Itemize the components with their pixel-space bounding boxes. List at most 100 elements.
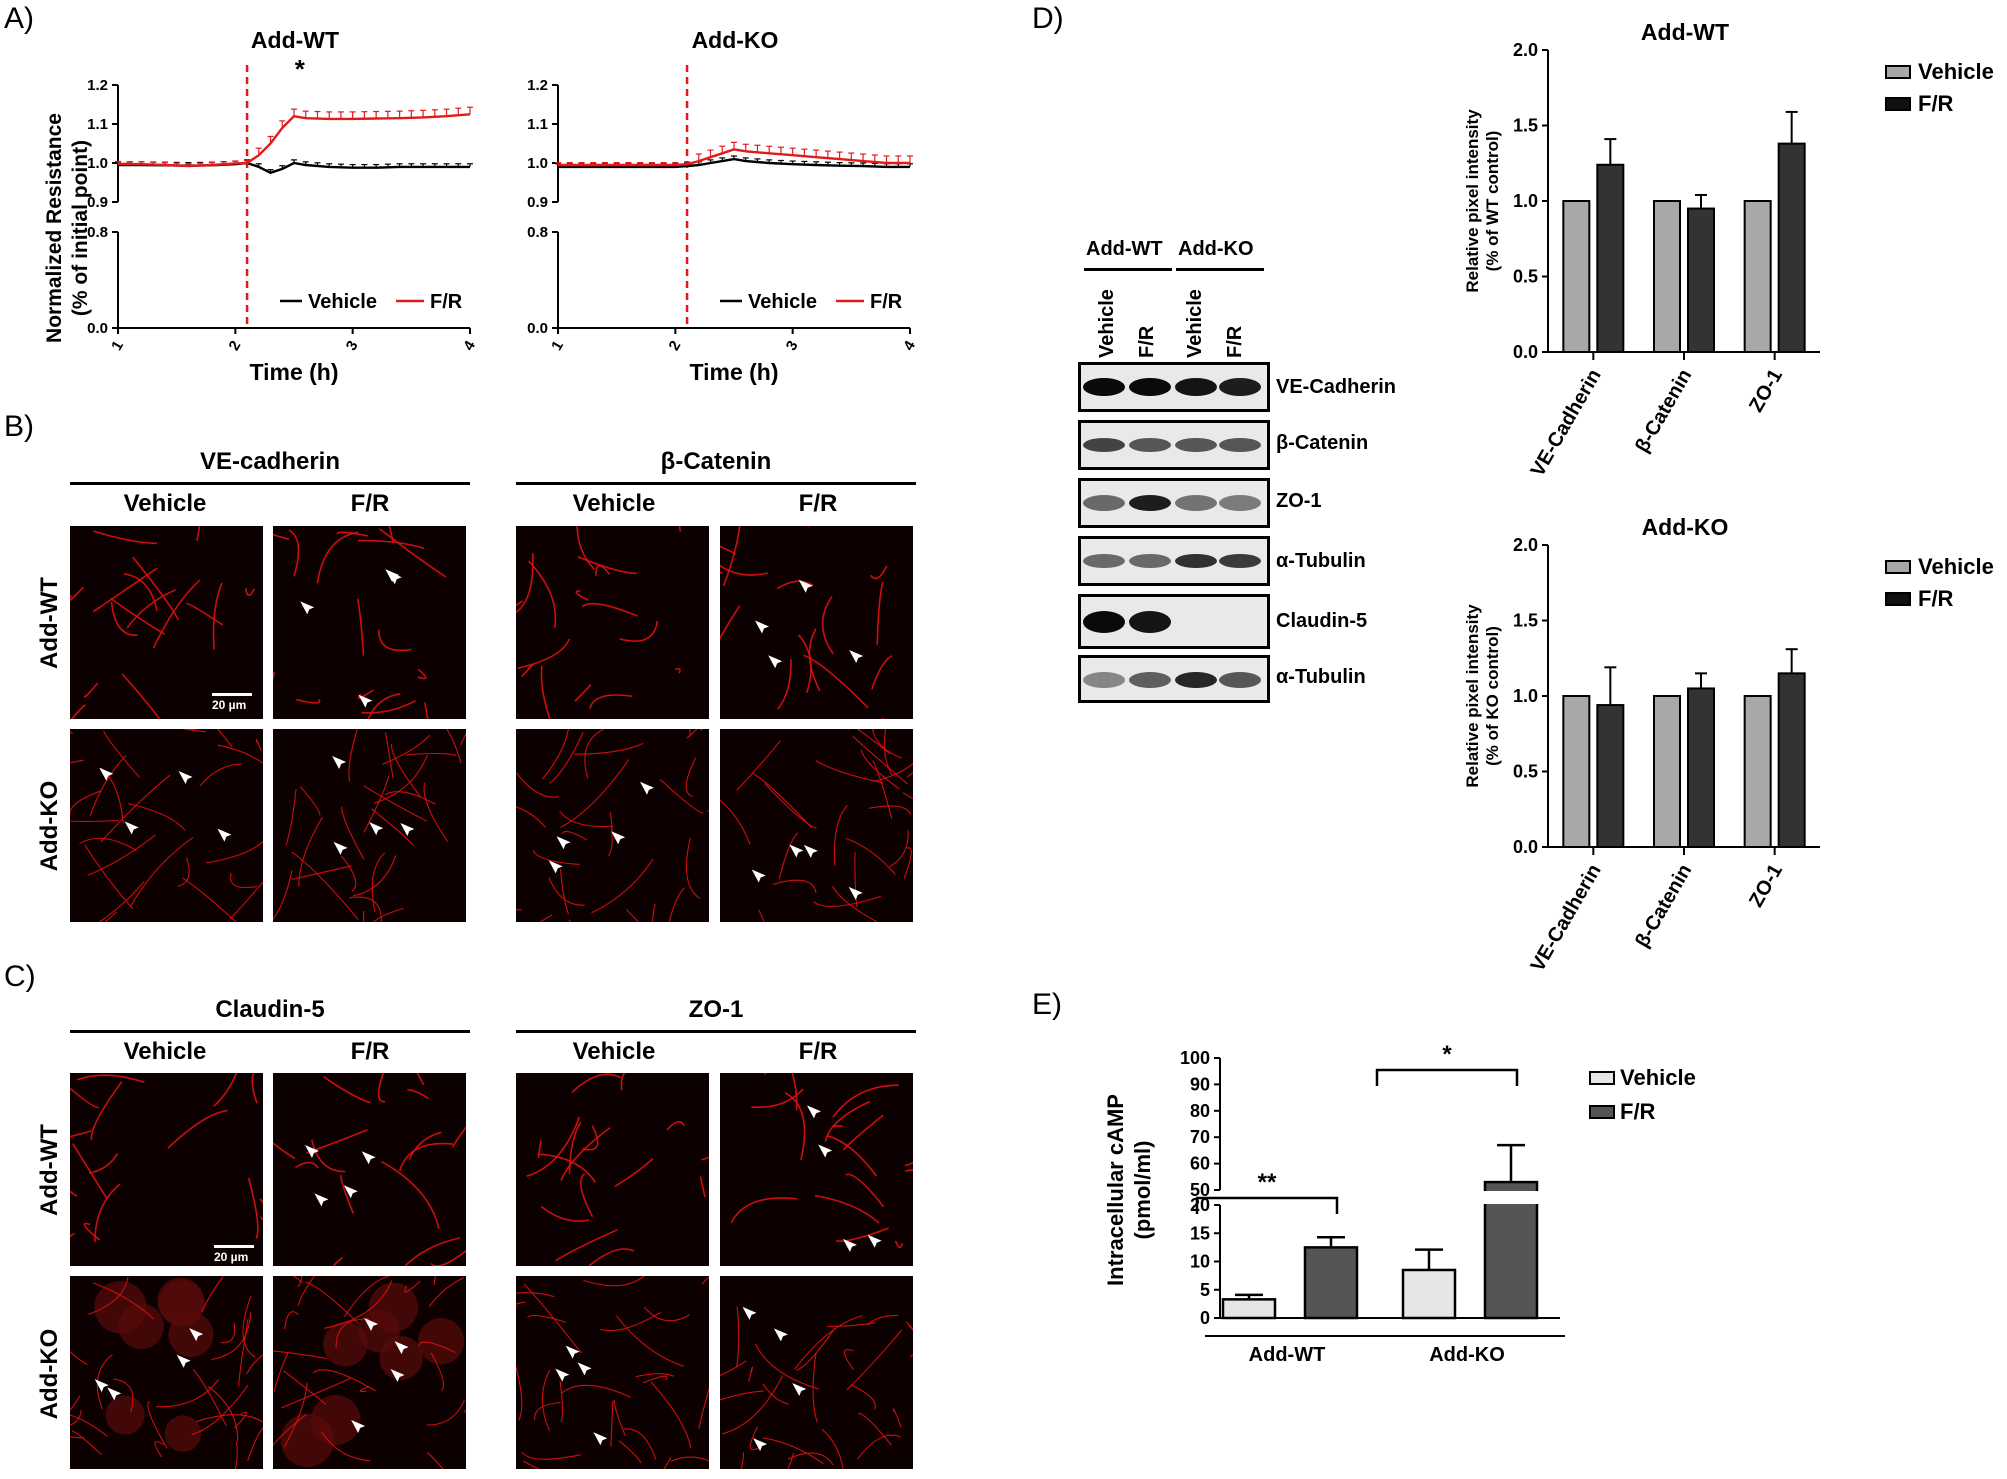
- micrograph-claudin-5-ko-vehicle: [70, 1276, 263, 1469]
- cell-junction: [892, 1408, 902, 1428]
- cell-junction: [70, 1350, 88, 1366]
- cell-junction: [417, 668, 427, 680]
- micrograph-zo-1-wt-fr: [720, 1073, 913, 1266]
- cell-junction: [560, 1384, 632, 1398]
- micrograph-beta-catenin-ko-fr: [720, 729, 913, 922]
- cell-junction: [560, 1126, 611, 1181]
- micrograph-ve-cadherin-wt-vehicle: [70, 526, 263, 719]
- cell-junction: [77, 1074, 145, 1084]
- c-marker-claudin-5: Claudin-5: [215, 996, 325, 1023]
- cell-junction: [123, 573, 158, 611]
- y-tick-label: 1.5: [1513, 116, 1538, 136]
- y-tick-label: 1.0: [1513, 191, 1538, 211]
- y-tick-label: 50: [1190, 1180, 1210, 1200]
- cell-junction: [668, 887, 685, 922]
- cell-junction: [873, 762, 913, 783]
- arrow-marker: [848, 886, 863, 900]
- cell-junction: [132, 556, 179, 621]
- cell-junction: [283, 1370, 327, 1405]
- cell-junction: [722, 526, 741, 587]
- band-3-1: [1129, 554, 1171, 568]
- cell-junction: [821, 596, 834, 655]
- band-5-1: [1129, 672, 1171, 688]
- x-tick-label: 2: [225, 338, 244, 354]
- cell-junction: [96, 1354, 113, 1410]
- cell-junction: [273, 870, 293, 920]
- cell-junction: [620, 1073, 626, 1091]
- y-tick-label: 1.1: [527, 116, 548, 133]
- cell-junction: [549, 732, 584, 784]
- band-1-0: [1083, 438, 1125, 452]
- arrow-marker: [867, 1234, 882, 1248]
- cell-junction: [526, 1116, 581, 1177]
- y-tick-label: 0.0: [1513, 837, 1538, 857]
- x-tick-label: 3: [783, 338, 802, 354]
- legend-label-vehicle: Vehicle: [748, 291, 817, 313]
- legend-label-vehicle: Vehicle: [308, 291, 377, 313]
- cell-junction: [247, 1427, 263, 1462]
- cell-junction: [516, 806, 546, 828]
- y-tick-label: 1.2: [87, 77, 108, 94]
- y-tick-label: 0.9: [527, 194, 548, 211]
- cell-junction: [847, 729, 849, 730]
- y-tick-label: 70: [1190, 1127, 1210, 1147]
- cell-junction: [832, 885, 879, 922]
- band-3-0: [1083, 554, 1125, 568]
- cell-junction: [808, 628, 821, 692]
- cell-junction: [752, 772, 813, 829]
- cell-junction: [297, 1276, 303, 1288]
- cell-junction: [84, 845, 134, 910]
- arrow-marker: [94, 1379, 109, 1393]
- cell-junction: [720, 1390, 764, 1401]
- arrow-marker: [189, 1328, 204, 1342]
- cell-junction: [527, 1315, 567, 1323]
- legend-label-fr: F/R: [430, 291, 463, 313]
- cell-junction: [532, 850, 580, 865]
- arrow-marker: [333, 841, 348, 855]
- arrow-marker: [751, 869, 766, 883]
- cell-junction: [749, 1426, 759, 1451]
- cell-junction: [341, 855, 357, 892]
- cell-junction: [764, 783, 817, 829]
- cell-junction: [273, 533, 290, 540]
- cell-junction: [652, 904, 656, 922]
- cell-junction: [189, 729, 207, 733]
- cell-junction: [336, 531, 369, 537]
- band-0-0: [1083, 378, 1125, 396]
- cell-junction: [367, 693, 401, 719]
- cell-junction: [850, 1384, 876, 1410]
- cell-junction: [568, 919, 571, 922]
- chart-title: Add-KO: [1642, 514, 1729, 540]
- cell-junction: [89, 755, 127, 817]
- cell-junction: [736, 1306, 740, 1368]
- arrow-marker: [789, 844, 804, 858]
- cell-junction: [872, 729, 902, 759]
- cell-junction: [70, 759, 84, 764]
- cell-junction: [614, 1158, 654, 1188]
- arrow-marker: [768, 655, 783, 669]
- panel-label-a: A): [4, 2, 34, 35]
- bar-vehicle-2: [1743, 200, 1772, 353]
- micrograph-ve-cadherin-ko-vehicle: [70, 729, 263, 922]
- cell-junction: [233, 1411, 248, 1429]
- cell-junction: [516, 600, 524, 607]
- cell-junction: [576, 526, 595, 570]
- arrow-marker: [842, 1238, 857, 1252]
- chart-title: Add-WT: [1641, 19, 1729, 45]
- arrow-marker: [803, 844, 818, 858]
- cell-junction: [784, 1091, 806, 1161]
- x-tick-label: 2: [665, 338, 684, 354]
- arrow-marker: [390, 1369, 405, 1383]
- arrow-marker: [304, 1144, 319, 1158]
- cell-junction: [384, 732, 394, 779]
- cell-junction: [93, 1282, 155, 1320]
- cell-junction: [285, 788, 297, 846]
- cell-junction: [796, 1327, 836, 1371]
- arrow-marker: [332, 755, 347, 769]
- cell-junction: [762, 1437, 824, 1465]
- pixel-intensity-chart-add-wt: Add-WT 2.0 1.5 1.0 0.5 0.0 Relative pixel inte…: [1463, 19, 1994, 480]
- arrow-marker: [99, 767, 114, 781]
- cell-junction: [871, 655, 893, 690]
- significance-bracket-0: [1195, 1196, 1339, 1214]
- cell-junction: [70, 1130, 92, 1138]
